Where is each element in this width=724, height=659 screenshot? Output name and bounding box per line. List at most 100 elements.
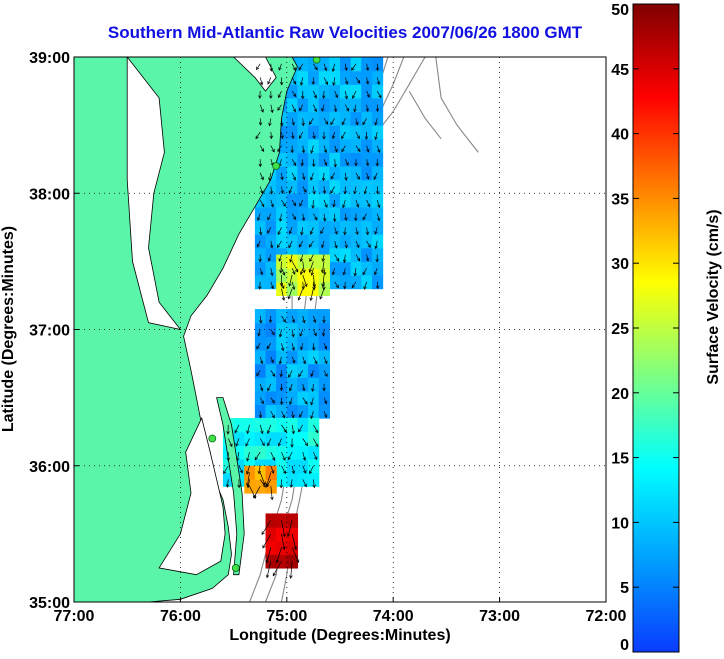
- velocity-cell: [276, 540, 288, 555]
- velocity-arrow: [261, 520, 272, 535]
- velocity-cell: [361, 206, 373, 222]
- velocity-arrow: [290, 254, 293, 262]
- velocity-arrowhead: [321, 258, 325, 262]
- velocity-arrowhead: [308, 243, 313, 248]
- velocity-arrowhead: [282, 546, 286, 551]
- velocity-arrowhead: [223, 470, 227, 475]
- velocity-arrowhead: [342, 259, 347, 264]
- colorbar-tick-label: 40: [611, 127, 629, 144]
- velocity-arrowhead: [309, 231, 314, 235]
- velocity-arrowhead: [377, 204, 381, 209]
- velocity-arrow: [375, 131, 378, 140]
- velocity-arrowhead: [280, 176, 284, 181]
- velocity-arrow: [291, 356, 295, 363]
- velocity-arrowhead: [366, 94, 370, 98]
- velocity-arrow: [355, 118, 358, 125]
- velocity-arrow: [313, 479, 315, 488]
- velocity-arrowhead: [312, 190, 316, 195]
- velocity-cell: [350, 275, 362, 290]
- velocity-arrow: [319, 288, 325, 300]
- velocity-arrow: [344, 172, 347, 181]
- velocity-arrow: [300, 77, 304, 86]
- velocity-arrow: [281, 411, 285, 418]
- velocity-arrow: [266, 342, 272, 349]
- velocity-arrowhead: [320, 269, 325, 274]
- velocity-arrow: [281, 315, 286, 323]
- velocity-arrowhead: [271, 470, 275, 474]
- velocity-arrow: [278, 438, 282, 447]
- velocity-arrowhead: [343, 231, 347, 236]
- velocity-cell: [361, 261, 373, 276]
- velocity-arrowhead: [311, 388, 315, 392]
- velocity-arrow: [270, 329, 275, 335]
- velocity-arrow: [291, 104, 296, 112]
- velocity-arrow: [302, 213, 305, 221]
- velocity-arrowhead: [365, 108, 370, 112]
- velocity-arrowhead: [239, 469, 243, 474]
- velocity-arrowhead: [363, 190, 368, 195]
- velocity-arrow: [323, 145, 327, 153]
- velocity-arrow: [310, 370, 314, 377]
- velocity-arrow: [227, 438, 233, 447]
- velocity-cell: [297, 418, 309, 433]
- velocity-arrowhead: [282, 272, 286, 276]
- velocity-cell: [350, 97, 362, 113]
- velocity-arrowhead: [246, 470, 250, 475]
- velocity-arrow: [355, 145, 361, 152]
- velocity-arrow: [342, 199, 346, 208]
- velocity-arrowhead: [345, 162, 349, 166]
- velocity-arrow: [270, 104, 273, 113]
- velocity-arrow: [289, 227, 293, 234]
- velocity-arrowhead: [362, 271, 366, 276]
- velocity-arrow: [246, 472, 250, 487]
- velocity-arrowhead: [257, 332, 261, 337]
- velocity-arrowhead: [256, 345, 260, 350]
- x-axis-ticks: 77:00 76:00 75:00 74:00 73:00 72:00: [54, 597, 627, 625]
- velocity-arrowhead: [302, 457, 307, 461]
- velocity-arrowhead: [278, 67, 282, 71]
- velocity-arrowhead: [260, 400, 264, 405]
- velocity-arrow: [313, 186, 315, 194]
- velocity-arrowhead: [288, 190, 292, 194]
- velocity-arrowhead: [344, 80, 349, 85]
- velocity-arrow: [278, 63, 282, 71]
- velocity-arrowhead: [311, 81, 316, 85]
- velocity-arrow: [254, 451, 261, 461]
- velocity-arrowhead: [235, 443, 239, 447]
- velocity-arrow: [343, 268, 346, 275]
- velocity-arrow: [299, 199, 304, 207]
- velocity-cell: [286, 445, 299, 460]
- velocity-arrow: [334, 104, 337, 112]
- velocity-arrow: [259, 145, 264, 152]
- velocity-arrow: [259, 315, 262, 324]
- velocity-arrow: [310, 411, 314, 419]
- velocity-arrow: [376, 77, 380, 85]
- velocity-arrowhead: [282, 203, 286, 207]
- velocity-arrow: [302, 261, 305, 273]
- velocity-arrowhead: [293, 93, 297, 98]
- velocity-arrow: [355, 199, 359, 208]
- velocity-arrow: [374, 227, 378, 235]
- velocity-arrowhead: [376, 81, 381, 86]
- velocity-cell: [265, 336, 277, 351]
- velocity-arrow: [277, 227, 282, 235]
- velocity-cell: [340, 138, 352, 153]
- velocity-arrowhead: [269, 190, 274, 195]
- velocity-arrow: [334, 145, 338, 152]
- velocity-cell: [276, 152, 288, 167]
- velocity-arrowhead: [254, 456, 258, 461]
- velocity-arrow: [267, 213, 272, 220]
- velocity-arrowhead: [304, 442, 309, 447]
- velocity-arrowhead: [256, 372, 260, 377]
- velocity-cell: [254, 479, 267, 494]
- velocity-arrow: [267, 438, 272, 446]
- velocity-arrowhead: [269, 68, 273, 72]
- velocity-arrow: [355, 77, 361, 84]
- velocity-arrowhead: [258, 258, 262, 263]
- velocity-arrowhead: [291, 414, 295, 419]
- velocity-cell: [361, 111, 373, 126]
- velocity-arrow: [313, 104, 317, 112]
- velocity-arrowhead: [342, 271, 346, 276]
- velocity-arrowhead: [355, 121, 359, 126]
- velocity-arrowhead: [302, 319, 306, 324]
